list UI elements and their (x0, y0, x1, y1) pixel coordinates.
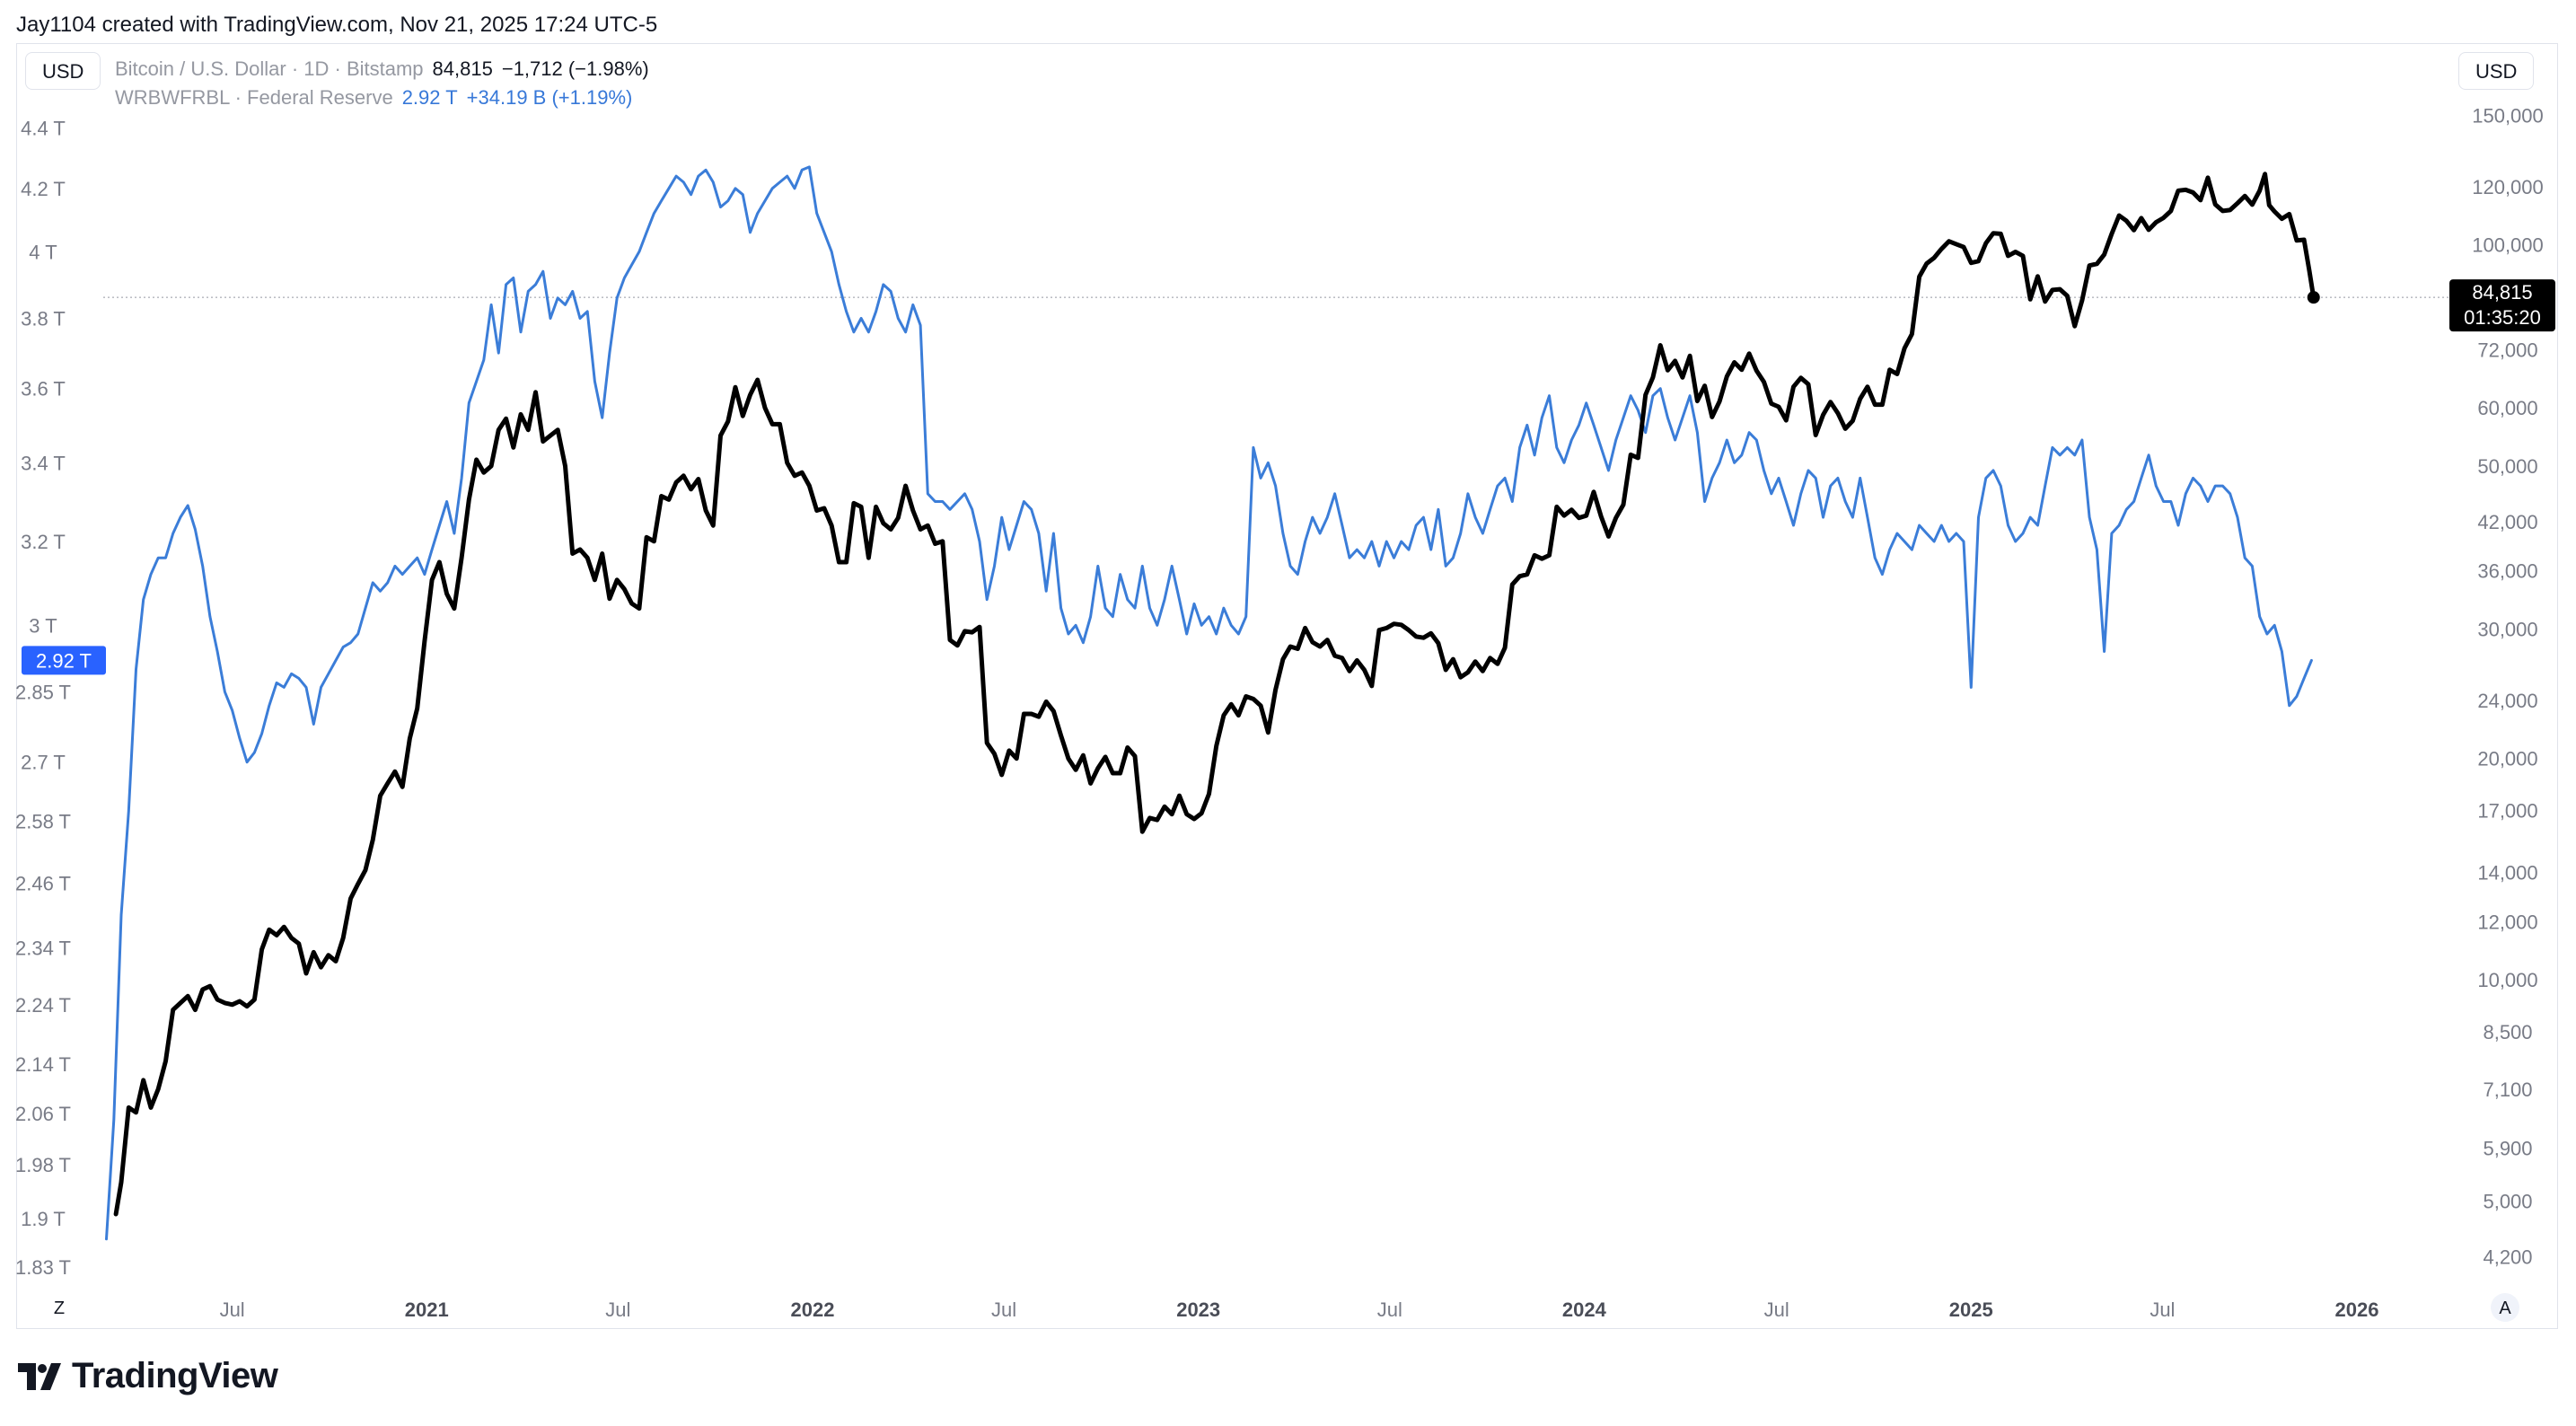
legend-fed-name: WRBWFRBL · Federal Reserve (115, 86, 393, 109)
legend-btc-change: −1,712 (−1.98%) (501, 57, 649, 80)
legend-btc-name: Bitcoin / U.S. Dollar · 1D · Bitstamp (115, 57, 424, 80)
left-currency-button[interactable]: USD (25, 52, 101, 90)
chart-credit: Jay1104 created with TradingView.com, No… (16, 13, 658, 37)
legend-fed-value: 2.92 T (401, 86, 458, 109)
tradingview-logo-icon (18, 1362, 61, 1390)
legend-btc-value: 84,815 (432, 57, 493, 80)
right-currency-button[interactable]: USD (2458, 52, 2535, 90)
tradingview-logo-text: TradingView (72, 1356, 278, 1395)
legend-fed-change: +34.19 B (+1.19%) (466, 86, 633, 109)
legend-fed[interactable]: WRBWFRBL · Federal Reserve 2.92 T +34.19 B… (115, 86, 632, 110)
tradingview-logo[interactable]: TradingView (18, 1356, 278, 1396)
legend-btc[interactable]: Bitcoin / U.S. Dollar · 1D · Bitstamp 84,… (115, 57, 649, 81)
chart-frame (16, 43, 2558, 1329)
